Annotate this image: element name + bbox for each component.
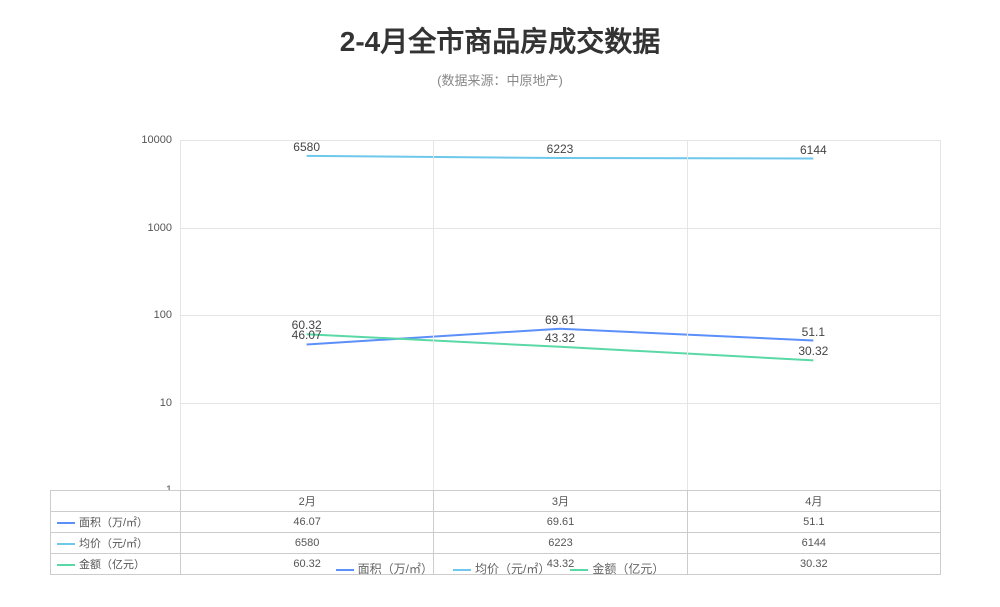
data-label: 6144	[800, 143, 827, 157]
table-cell: 51.1	[687, 512, 940, 533]
table-header-cell	[51, 491, 181, 512]
table-cell: 6223	[434, 533, 687, 554]
data-label: 43.32	[545, 331, 575, 345]
table-row: 均价（元/㎡） 658062236144	[51, 533, 941, 554]
data-label: 51.1	[802, 325, 825, 339]
table-header-cell: 3月	[434, 491, 687, 512]
series-line	[307, 156, 814, 159]
series-name: 面积（万/㎡）	[79, 517, 148, 529]
legend-swatch	[453, 569, 471, 571]
legend-swatch	[570, 569, 588, 571]
table-cell: 69.61	[434, 512, 687, 533]
table-header-row: 2月3月4月	[51, 491, 941, 512]
table-row: 面积（万/㎡） 46.0769.6151.1	[51, 512, 941, 533]
gridline	[180, 403, 940, 404]
y-tick-label: 1000	[148, 222, 180, 234]
legend-item: 面积（万/㎡）	[336, 560, 433, 577]
table-header-cell: 4月	[687, 491, 940, 512]
data-label: 6580	[293, 140, 320, 154]
legend: 面积（万/㎡） 均价（元/㎡） 金额（亿元）	[0, 560, 1000, 577]
vertical-gridline	[940, 140, 941, 490]
data-label: 60.32	[292, 318, 322, 332]
chart-title: 2-4月全市商品房成交数据	[0, 0, 1000, 60]
table-cell: 6580	[181, 533, 434, 554]
chart-subtitle: (数据来源：中原地产)	[0, 70, 1000, 89]
y-tick-label: 10	[160, 397, 180, 409]
legend-label: 均价（元/㎡）	[475, 562, 550, 576]
y-tick-label: 100	[154, 309, 180, 321]
table-header-cell: 2月	[181, 491, 434, 512]
gridline	[180, 228, 940, 229]
data-label: 69.61	[545, 313, 575, 327]
vertical-gridline	[180, 140, 181, 490]
legend-swatch	[336, 569, 354, 571]
plot-area: 11010010001000046.0769.6151.165806223614…	[180, 140, 940, 490]
legend-item: 均价（元/㎡）	[453, 560, 550, 577]
series-swatch	[57, 543, 75, 545]
data-label: 30.32	[798, 344, 828, 358]
y-tick-label: 10000	[141, 134, 180, 146]
table-row-head: 均价（元/㎡）	[51, 533, 181, 554]
legend-label: 金额（亿元）	[592, 562, 664, 576]
data-label: 6223	[547, 142, 574, 156]
series-name: 均价（元/㎡）	[79, 538, 148, 550]
vertical-gridline	[433, 140, 434, 490]
legend-item: 金额（亿元）	[570, 560, 664, 577]
series-swatch	[57, 522, 75, 524]
chart-container: 2-4月全市商品房成交数据 (数据来源：中原地产) 11010010001000…	[0, 0, 1000, 607]
vertical-gridline	[687, 140, 688, 490]
table-row-head: 面积（万/㎡）	[51, 512, 181, 533]
table-cell: 6144	[687, 533, 940, 554]
table-cell: 46.07	[181, 512, 434, 533]
legend-label: 面积（万/㎡）	[358, 562, 433, 576]
